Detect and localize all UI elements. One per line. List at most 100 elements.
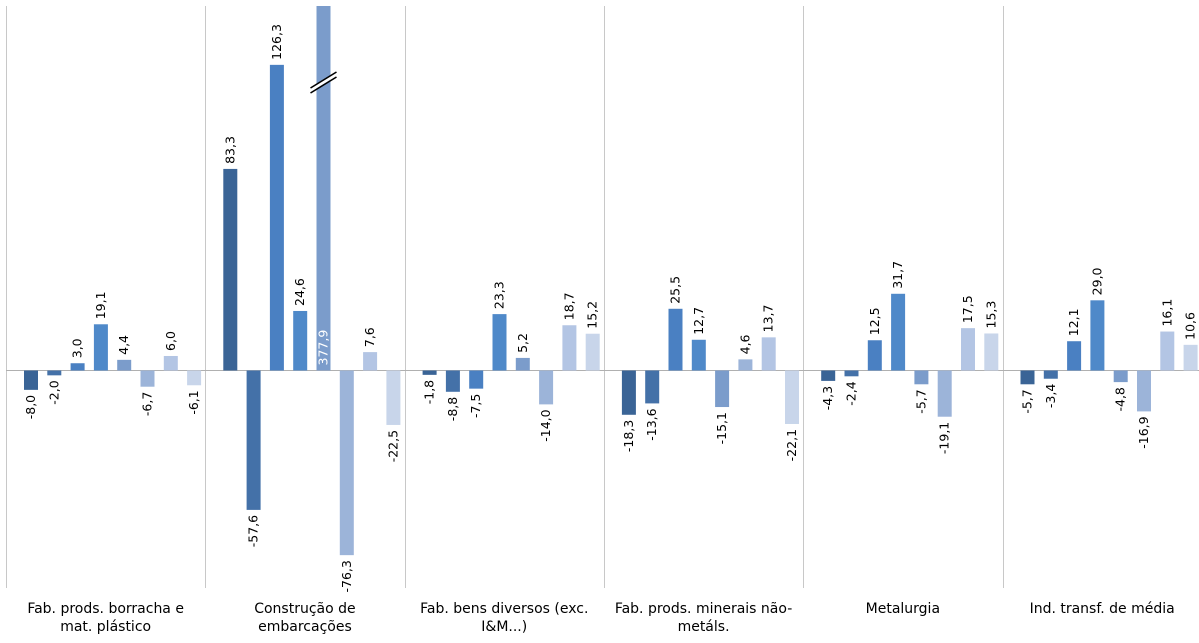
value-label: 19,1 (93, 291, 108, 319)
bar (984, 333, 999, 371)
value-label: -1,8 (422, 380, 437, 404)
bar (293, 310, 308, 371)
category-label-line: Metalurgia (865, 601, 941, 617)
category-label-line: Ind. transf. de média (1029, 601, 1175, 617)
value-label: -13,6 (644, 408, 659, 440)
bar (1067, 341, 1082, 371)
category-label-line: Construção de (254, 601, 356, 617)
value-label: -2,4 (844, 381, 859, 405)
bar (1137, 370, 1151, 412)
bar (738, 359, 753, 371)
value-label: 13,7 (761, 305, 776, 333)
value-label: 4,6 (737, 334, 752, 354)
bar (562, 325, 577, 371)
bar (715, 370, 730, 408)
value-label: 23,3 (492, 281, 507, 309)
value-label: 377,9 (316, 330, 331, 366)
category-label-line: Fab. prods. borracha e (27, 601, 184, 617)
value-label: 16,1 (1159, 299, 1174, 327)
value-label: 15,2 (585, 301, 600, 329)
bar (445, 370, 460, 392)
bar (914, 370, 929, 385)
value-label: 6,0 (163, 331, 178, 351)
category-label-line: metáls. (677, 619, 730, 635)
value-label: 12,7 (691, 307, 706, 335)
bar (691, 339, 706, 371)
bar (316, 6, 331, 371)
value-label: 5,2 (515, 333, 530, 353)
value-label: -16,9 (1136, 416, 1151, 448)
bar (363, 352, 378, 371)
value-label: 17,5 (960, 295, 975, 323)
bar (585, 333, 600, 371)
bar (821, 370, 836, 381)
value-label: -7,5 (468, 394, 483, 418)
bar (621, 370, 636, 415)
bar (246, 370, 261, 510)
bar (785, 370, 799, 424)
bar (47, 370, 62, 376)
value-label: 31,7 (890, 261, 905, 289)
bar (163, 355, 178, 371)
value-label: 12,5 (867, 307, 882, 335)
category-label: Metalurgia (808, 600, 998, 618)
value-label: 29,0 (1089, 267, 1104, 295)
value-label: -8,0 (23, 395, 38, 419)
bar (961, 328, 975, 371)
value-label: -22,5 (385, 430, 400, 462)
bar (1183, 344, 1198, 371)
bar (469, 370, 484, 389)
bar (1160, 331, 1175, 371)
bar (93, 324, 108, 371)
bar (386, 370, 401, 425)
value-label: -3,4 (1043, 384, 1058, 408)
value-label: 3,0 (70, 338, 85, 358)
value-label: -57,6 (246, 515, 261, 547)
category-label-line: embarcações (258, 619, 352, 635)
bar (867, 340, 882, 371)
category-label: Construção de embarcações (210, 600, 400, 636)
bar (140, 370, 155, 387)
value-label: -5,7 (1020, 389, 1035, 413)
category-label-line: mat. plástico (60, 619, 152, 635)
value-label: 7,6 (362, 327, 377, 347)
bar (1020, 370, 1035, 385)
bar (492, 314, 507, 371)
bar (891, 293, 906, 371)
category-label: Fab. prods. borracha e mat. plástico (11, 600, 201, 636)
bar (539, 370, 554, 405)
value-label: 24,6 (292, 278, 307, 306)
value-label: 12,1 (1066, 308, 1081, 336)
bar (761, 337, 776, 371)
value-label: -4,3 (820, 386, 835, 410)
bar (1090, 300, 1105, 371)
value-label: -8,8 (445, 397, 460, 421)
value-label: -15,1 (714, 412, 729, 444)
category-label: Fab. prods. minerais não-metáls. (609, 600, 799, 636)
value-label: 18,7 (561, 292, 576, 320)
value-label: -2,0 (46, 380, 61, 404)
category-label: Ind. transf. de média (1007, 600, 1197, 618)
value-label: -19,1 (937, 422, 952, 454)
category-label: Fab. bens diversos (exc. I&M...) (409, 600, 599, 636)
value-label: 4,4 (116, 335, 131, 355)
bar (645, 370, 660, 404)
category-label-line: Fab. bens diversos (exc. (420, 601, 589, 617)
bar (70, 363, 85, 371)
bar (24, 370, 38, 390)
value-label: 83,3 (222, 136, 237, 164)
axis-break-mark (310, 71, 337, 94)
value-label: 15,3 (983, 301, 998, 329)
value-label: -6,1 (186, 390, 201, 414)
bar (937, 370, 952, 417)
value-label: -76,3 (339, 560, 354, 592)
bar (844, 370, 859, 377)
bar (422, 370, 437, 375)
bar (1043, 370, 1058, 379)
category-label-line: Fab. prods. minerais não- (614, 601, 793, 617)
bar (187, 370, 202, 386)
value-label: 126,3 (269, 24, 284, 60)
bar (339, 370, 354, 556)
bar (515, 357, 530, 371)
